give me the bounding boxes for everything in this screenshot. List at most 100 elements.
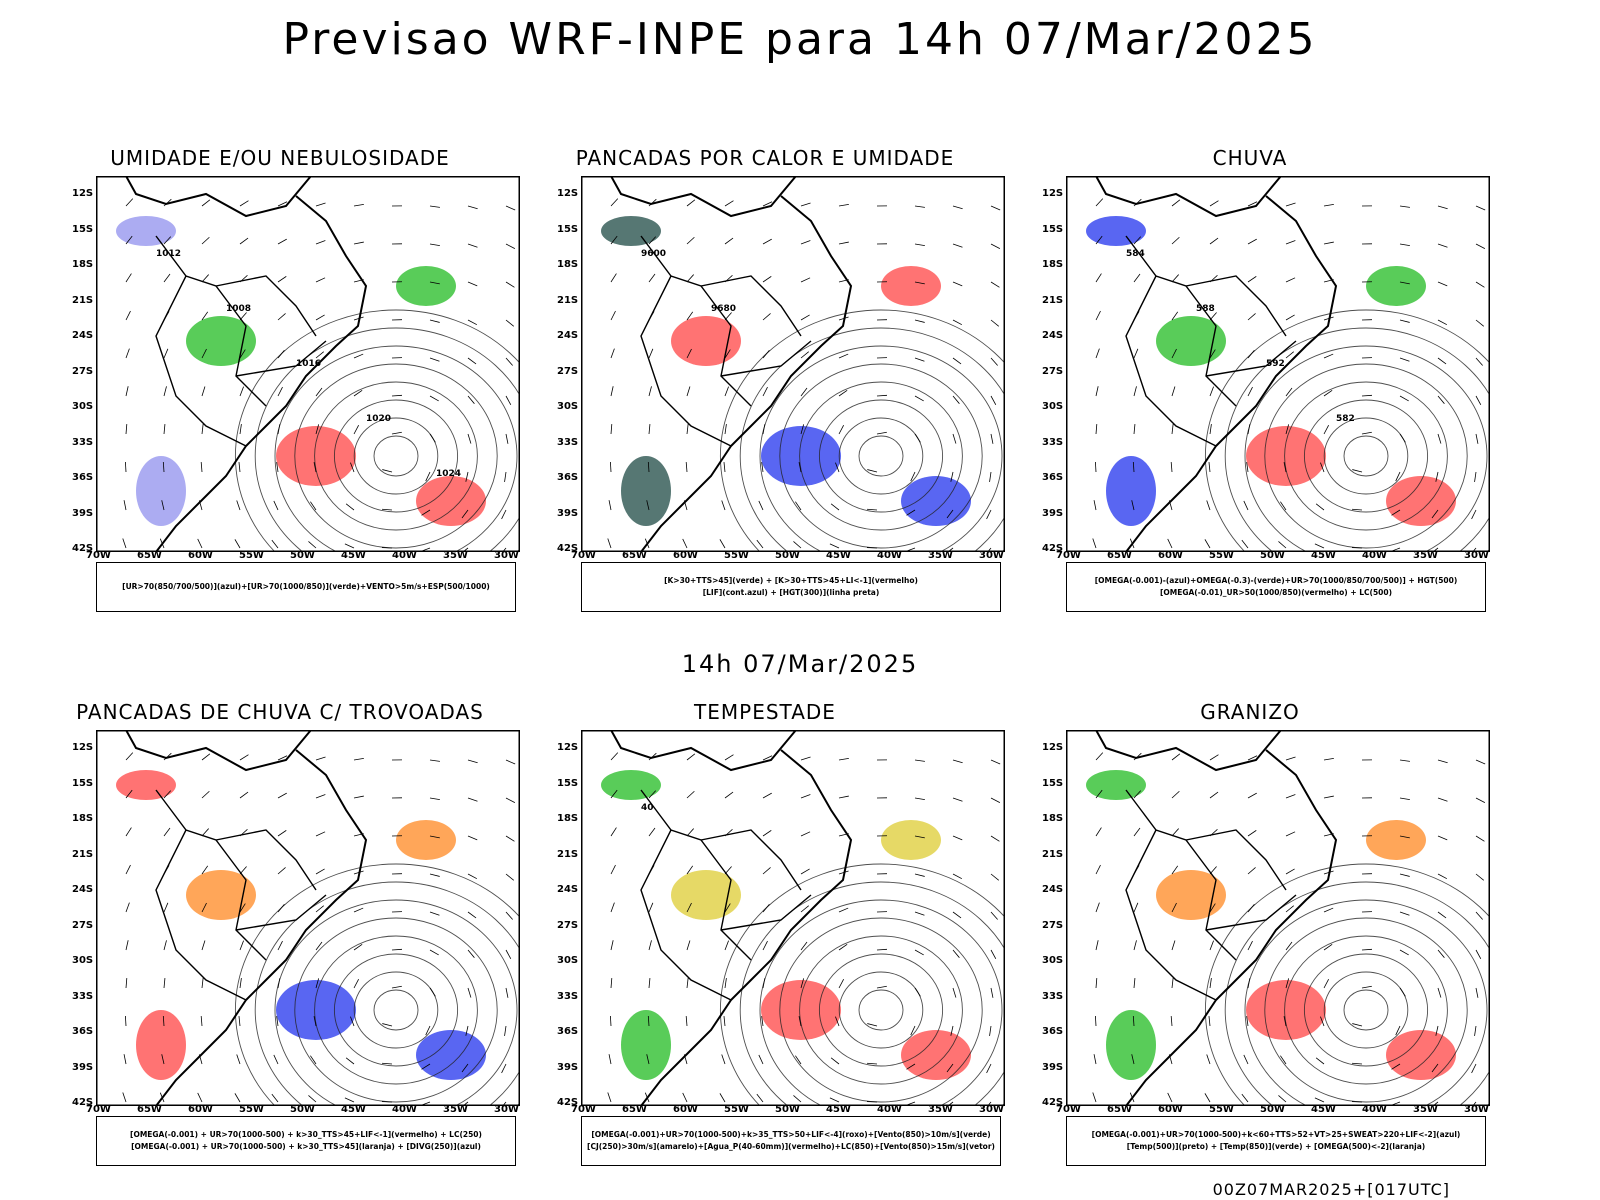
lat-tick-label: 12S xyxy=(72,742,94,753)
wind-vector xyxy=(162,1015,165,1027)
field-patch xyxy=(1086,216,1146,246)
lon-tick-label: 40W xyxy=(877,1104,902,1115)
wind-vector xyxy=(1323,757,1334,761)
wind-vector xyxy=(914,949,924,956)
lat-tick-label: 15S xyxy=(72,223,94,235)
map-frame xyxy=(96,176,520,552)
wind-vector xyxy=(1095,827,1102,837)
wind-vector xyxy=(238,462,241,473)
map-area[interactable]: 9600 9680 xyxy=(581,176,1005,552)
wind-vector xyxy=(724,903,731,913)
wind-vector xyxy=(345,503,355,511)
lat-tick-label: 36S xyxy=(72,1026,94,1037)
lat-tick-label: 21S xyxy=(1042,848,1064,860)
panel-granizo: GRANIZO [OMEGA(-0.001)+UR>70(1000-500)+k… xyxy=(1030,700,1490,1200)
wind-vector xyxy=(648,827,656,837)
wind-vector xyxy=(201,790,210,799)
lat-tick-label: 27S xyxy=(72,365,94,377)
lat-tick-label: 12S xyxy=(557,742,579,753)
wind-vector xyxy=(1209,200,1219,207)
wind-vector xyxy=(239,200,249,207)
wind-vector xyxy=(200,462,203,473)
wind-vector xyxy=(756,539,764,549)
map-frame xyxy=(1066,730,1490,1106)
wind-vector xyxy=(914,835,925,839)
isoline-label: 1016 xyxy=(296,359,321,369)
wind-vector xyxy=(952,433,957,444)
wind-vector xyxy=(762,904,770,913)
wind-vector xyxy=(163,424,166,435)
wind-vector xyxy=(1171,274,1179,283)
wind-vector xyxy=(1437,433,1442,444)
wind-vector xyxy=(125,789,133,799)
lat-tick-label: 12S xyxy=(557,188,579,199)
wind-vector xyxy=(829,1097,840,1103)
wind-vector xyxy=(648,386,652,397)
lat-tick-label: 24S xyxy=(1042,884,1064,895)
contour-line xyxy=(739,327,1005,552)
panel-title: TEMPESTADE xyxy=(694,700,836,724)
wind-vector xyxy=(1352,1023,1363,1027)
wind-vector xyxy=(1437,243,1448,248)
wind-vector xyxy=(353,943,363,951)
wind-vector xyxy=(163,827,171,837)
lat-tick-label: 33S xyxy=(72,990,94,1002)
map-area[interactable]: 584 588 592 582 xyxy=(1066,176,1490,552)
wind-vector xyxy=(762,755,773,761)
lon-tick-label: 35W xyxy=(928,550,953,561)
field-patch xyxy=(1386,476,1456,526)
map-area[interactable] xyxy=(96,730,520,1106)
map-svg: 1012 1008 1016 1020 1024 xyxy=(96,176,520,552)
wind-vector xyxy=(952,357,962,365)
wind-vector xyxy=(1437,395,1445,404)
wind-vector xyxy=(1285,424,1290,435)
wind-vector xyxy=(682,538,688,549)
lon-tick-label: 35W xyxy=(443,550,468,561)
wind-vector xyxy=(277,830,287,837)
wind-vector xyxy=(1475,357,1483,366)
wind-vector xyxy=(505,319,515,327)
wind-vector xyxy=(648,790,657,799)
wind-vector xyxy=(952,835,963,841)
wind-vector xyxy=(1323,907,1334,913)
contour-line xyxy=(719,863,1005,1106)
wind-vector xyxy=(952,797,963,802)
wind-vector xyxy=(429,911,440,916)
isoline-label: 584 xyxy=(1126,249,1145,259)
wind-vector xyxy=(838,978,844,989)
contour-line xyxy=(333,953,459,1067)
wind-vector xyxy=(1133,827,1141,837)
wind-vector xyxy=(125,902,130,913)
contour-line xyxy=(333,399,459,513)
lon-tick-label: 55W xyxy=(1209,1104,1234,1115)
map-area[interactable]: 40 xyxy=(581,730,1005,1106)
field-patch xyxy=(621,1010,671,1080)
wind-vector xyxy=(1351,508,1363,511)
wind-vector xyxy=(1247,350,1255,359)
wind-vector xyxy=(315,277,326,283)
wind-vector xyxy=(990,319,1000,327)
contour-line xyxy=(779,917,983,1103)
country-border xyxy=(1125,789,1297,1001)
contour-line xyxy=(1224,881,1490,1106)
wind-vector xyxy=(762,830,772,837)
wind-vector xyxy=(125,424,128,435)
lon-tick-label: 45W xyxy=(341,1104,366,1115)
map-svg: 40 xyxy=(581,730,1005,1106)
wind-vector xyxy=(986,1063,992,1074)
wind-vector xyxy=(1246,1016,1249,1027)
lat-tick-label: 24S xyxy=(72,884,94,895)
wind-vector xyxy=(239,424,242,435)
wind-vector xyxy=(1283,462,1287,473)
wind-vector xyxy=(467,205,478,210)
map-area[interactable] xyxy=(1066,730,1490,1106)
wind-vector xyxy=(914,911,925,916)
field-patch xyxy=(901,1030,971,1080)
wind-vector xyxy=(946,509,954,519)
wind-vector xyxy=(1246,462,1249,473)
lat-tick-label: 42S xyxy=(557,1097,579,1108)
wind-vector xyxy=(277,386,283,397)
wind-vector xyxy=(1314,1097,1325,1103)
map-area[interactable]: 1012 1008 1016 1020 1024 xyxy=(96,176,520,552)
contour-line xyxy=(1264,917,1468,1103)
